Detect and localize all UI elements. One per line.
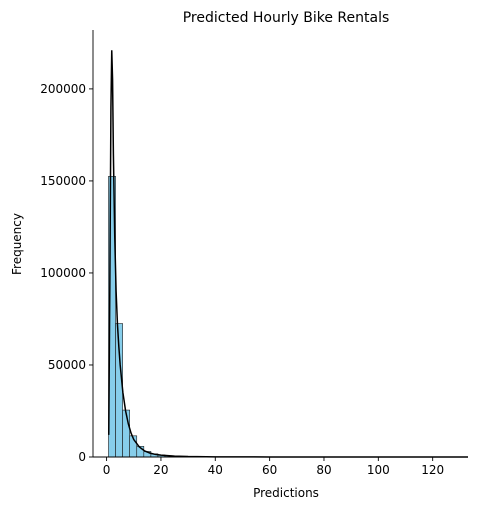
y-tick-label: 100000 — [40, 266, 86, 280]
histogram-bars — [108, 176, 320, 457]
x-tick-label: 20 — [153, 463, 168, 477]
y-tick-label: 150000 — [40, 174, 86, 188]
x-ticks: 0 20 40 60 80 100 120 — [103, 457, 444, 477]
chart-title: Predicted Hourly Bike Rentals — [183, 10, 390, 26]
x-tick-label: 60 — [262, 463, 277, 477]
x-tick-label: 80 — [316, 463, 331, 477]
y-tick-label: 0 — [78, 450, 86, 464]
x-tick-label: 0 — [103, 463, 111, 477]
x-axis-label: Predictions — [253, 486, 319, 500]
x-tick-label: 120 — [421, 463, 444, 477]
y-tick-label: 200000 — [40, 82, 86, 96]
kde-curve — [109, 50, 468, 457]
y-ticks: 0 50000 100000 150000 200000 — [40, 82, 93, 464]
axes — [93, 30, 468, 457]
x-tick-label: 40 — [208, 463, 223, 477]
y-axis-label: Frequency — [10, 213, 24, 275]
y-tick-label: 50000 — [48, 358, 86, 372]
x-tick-label: 100 — [367, 463, 390, 477]
